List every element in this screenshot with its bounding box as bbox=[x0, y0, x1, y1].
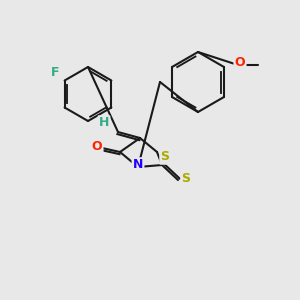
Text: H: H bbox=[99, 116, 109, 130]
Text: O: O bbox=[92, 140, 102, 152]
Text: S: S bbox=[160, 151, 169, 164]
Text: F: F bbox=[51, 65, 59, 79]
Text: O: O bbox=[235, 56, 245, 70]
Text: N: N bbox=[133, 158, 143, 172]
Text: S: S bbox=[182, 172, 190, 184]
